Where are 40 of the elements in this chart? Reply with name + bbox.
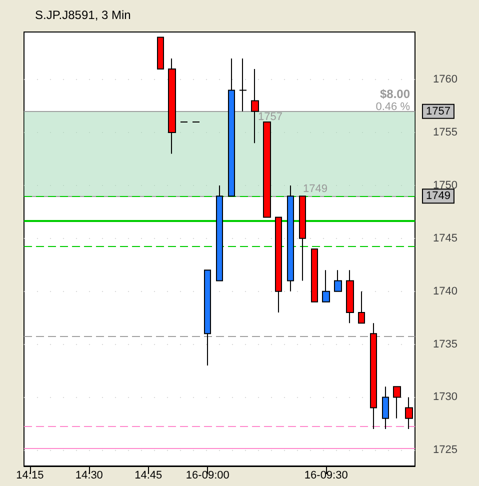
candlestick xyxy=(370,322,377,430)
x-tick-label: 16-09:30 xyxy=(304,470,348,482)
candlestick xyxy=(322,270,330,302)
candlestick xyxy=(204,270,211,366)
ref-line-label: 1749 xyxy=(426,190,450,202)
candlestick xyxy=(334,270,342,292)
ref-line-label: 1757 xyxy=(426,105,450,118)
candlestick xyxy=(157,36,164,70)
y-tick-label: 1735 xyxy=(433,338,458,350)
candlestick xyxy=(263,121,271,218)
candlestick xyxy=(216,184,223,282)
candlestick xyxy=(228,58,235,197)
x-tick-label: 14:30 xyxy=(75,470,103,482)
annotation: 1749 xyxy=(303,183,328,195)
candlestick xyxy=(393,386,401,419)
x-tick-label: 16-09:00 xyxy=(186,470,230,482)
candlestick xyxy=(405,396,413,430)
y-tick-label: 1745 xyxy=(433,232,458,244)
y-tick-label: 1730 xyxy=(433,391,458,404)
y-tick-label: 1760 xyxy=(433,74,458,86)
y-tick-label: 1750 xyxy=(433,179,458,192)
x-tick-label: 14:45 xyxy=(134,470,162,482)
annotation: 1757 xyxy=(258,111,282,123)
y-tick-label: 1725 xyxy=(433,444,458,456)
candlestick xyxy=(382,386,389,430)
chart-title: S.JP.J8591, 3 Min xyxy=(35,8,131,22)
candlestick xyxy=(275,216,282,314)
candlestick xyxy=(311,248,318,302)
annotation: $8.00 xyxy=(380,87,410,101)
candlestick xyxy=(239,58,247,112)
candlestick xyxy=(251,68,259,144)
annotation: 0.46 % xyxy=(376,101,410,113)
x-tick-label: 14:15 xyxy=(16,470,44,482)
candlestick xyxy=(168,58,176,154)
candlestick xyxy=(287,184,294,292)
candlestick xyxy=(346,270,354,324)
y-tick-label: 1755 xyxy=(433,126,458,139)
y-tick-label: 1740 xyxy=(433,285,458,298)
candlestick xyxy=(358,290,365,324)
candlestick xyxy=(299,196,306,282)
